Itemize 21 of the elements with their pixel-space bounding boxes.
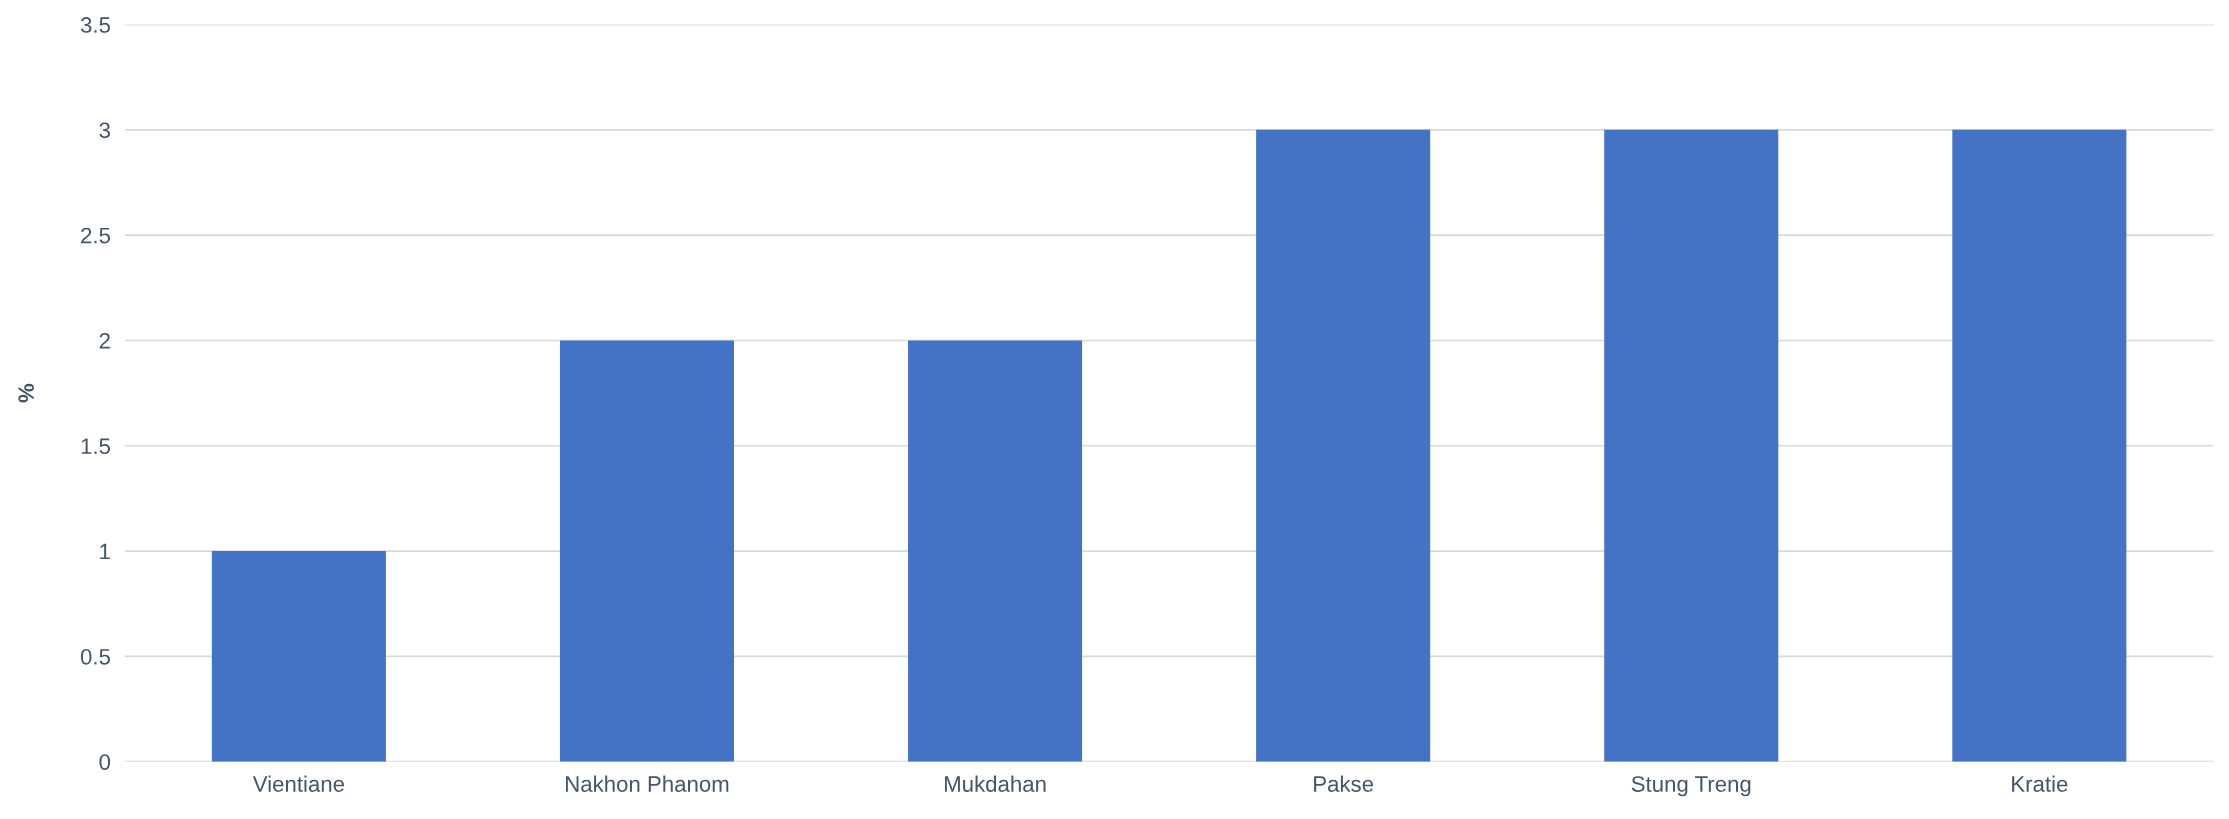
y-tick-label: 0.5 (80, 648, 111, 665)
bar (559, 340, 734, 762)
y-tick-label: 3.5 (80, 17, 111, 33)
bar (211, 551, 386, 762)
y-tick-label: 2.5 (81, 227, 111, 244)
y-tick-label: 1.5 (81, 438, 111, 455)
x-tick-label: Pakse (1314, 775, 1374, 792)
y-tick-label: 3 (99, 122, 110, 139)
y-axis-title: % (18, 383, 34, 403)
x-tick-label: Nakhon Phanom (566, 775, 729, 792)
y-tick-label: 0 (99, 754, 111, 770)
bar (1256, 129, 1431, 762)
y-tick-label: 2 (99, 333, 110, 349)
y-tick-label: 1 (100, 543, 110, 560)
x-tick-label: Stung Treng (1631, 776, 1751, 797)
x-tick-label: Mukdahan (945, 775, 1046, 792)
bar (908, 340, 1083, 762)
bar (1604, 129, 1779, 762)
x-tick-label: Kratie (2012, 775, 2068, 792)
bar (1952, 129, 2127, 762)
x-tick-label: Vientiane (252, 775, 345, 792)
